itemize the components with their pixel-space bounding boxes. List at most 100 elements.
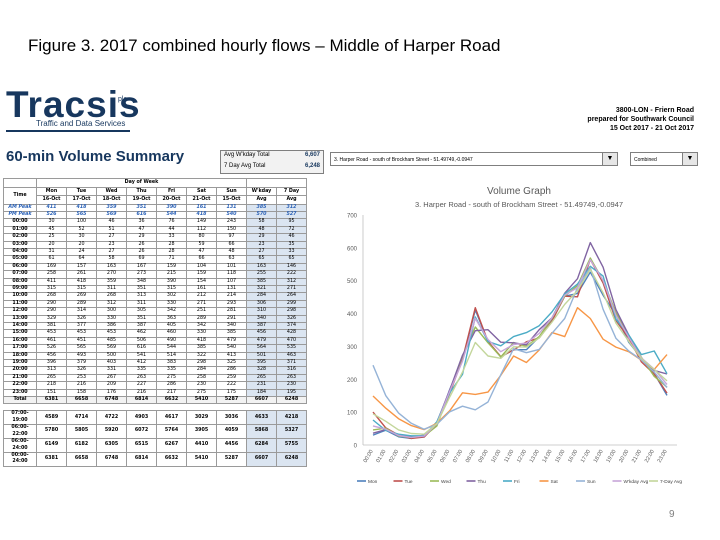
table-day-row: Time Mon Tue Wed Thu Fri Sat Sun W'kday 7 Day xyxy=(3,186,307,205)
period-row-cell: 6814 xyxy=(126,451,157,467)
table-row-cell: 69 xyxy=(126,255,157,264)
table-row-cell: 03:00 xyxy=(3,240,37,249)
column-date-header: 17-Oct xyxy=(66,195,97,205)
table-row: 12:00 290 314 300 305 342 251 281 310 298 xyxy=(3,307,307,316)
peak-row-cell: 359 xyxy=(96,203,127,212)
peak-row-cell: 351 xyxy=(126,203,157,212)
table-row: 05:00 61 64 58 69 71 66 63 65 65 xyxy=(3,255,307,264)
period-row-cell: 6632 xyxy=(156,451,187,467)
table-row-cell: 428 xyxy=(276,329,307,338)
table-row-cell: 544 xyxy=(156,344,187,353)
table-row-cell: 253 xyxy=(66,373,97,383)
table-row-cell: 02:00 xyxy=(3,233,37,242)
chevron-down-icon[interactable]: ▼ xyxy=(682,153,697,165)
total-row-cell: 5287 xyxy=(216,396,247,405)
chart-subtitle: 3. Harper Road - south of Brockham Stree… xyxy=(415,200,623,209)
table-row-cell: 298 xyxy=(186,359,217,368)
table-row-cell: 101 xyxy=(216,262,247,272)
table-row-cell: 335 xyxy=(126,366,157,375)
table-row-cell: 328 xyxy=(246,366,277,375)
table-row-cell: 48 xyxy=(216,247,247,257)
site-select[interactable]: 3. Harper Road - south of Brockham Stree… xyxy=(330,152,618,166)
legend-label: W'kday Avg xyxy=(624,479,649,485)
table-row-cell: 456 xyxy=(246,329,277,338)
table-row-cell: 460 xyxy=(156,329,187,338)
period-row-cell: 07:00-19:00 xyxy=(3,410,37,426)
summary-title: 60-min Volume Summary xyxy=(6,148,185,165)
table-row-cell: 540 xyxy=(216,344,247,353)
table-row: 00:00 30 100 46 36 76 149 243 58 95 xyxy=(3,218,307,227)
table-row-cell: 22:00 xyxy=(3,381,37,390)
table-spacer-cell xyxy=(4,404,307,411)
table-row: 04:00 31 24 27 26 28 47 48 27 33 xyxy=(3,247,307,257)
table-row-cell: 396 xyxy=(36,359,67,368)
y-tick-label: 400 xyxy=(347,312,358,318)
series-line-7-day-avg xyxy=(372,268,668,435)
table-row-cell: 451 xyxy=(66,336,97,346)
table-row-cell: 76 xyxy=(156,218,187,227)
table-row-cell: 514 xyxy=(156,351,187,361)
table-row-cell: 33 xyxy=(276,247,307,257)
week-avg-label: 7 Day Avg Total xyxy=(224,163,266,169)
total-row-cell: 6814 xyxy=(126,396,157,405)
period-row-cell: 06:00-24:00 xyxy=(3,438,37,453)
table-row: 01:00 45 52 51 47 44 112 150 48 72 xyxy=(3,225,307,235)
table-row-cell: 47 xyxy=(126,225,157,235)
legend-label: Thu xyxy=(478,479,487,485)
table-row-cell: 259 xyxy=(216,373,247,383)
period-row-cell: 6658 xyxy=(66,451,97,467)
column-day-header: 7 Day xyxy=(276,186,307,196)
table-row-cell: 36 xyxy=(126,218,157,227)
wkday-avg-value: 6,607 xyxy=(304,152,320,158)
table-row-cell: 72 xyxy=(276,225,307,235)
table-row-cell: 18:00 xyxy=(3,351,37,361)
table-row-cell: 463 xyxy=(276,351,307,361)
period-row-cell: 6267 xyxy=(156,438,187,453)
table-row-cell: 383 xyxy=(156,359,187,368)
table-row: 20:00 313 326 331 335 335 284 286 328 316 xyxy=(3,366,307,375)
chevron-down-icon[interactable]: ▼ xyxy=(602,153,617,165)
y-tick-label: 600 xyxy=(347,246,358,252)
table-row-cell: 01:00 xyxy=(3,225,37,235)
table-row: 03:00 20 20 23 26 28 59 66 23 35 xyxy=(3,240,307,249)
period-row-cell: 6381 xyxy=(36,451,67,467)
table-row-cell: 71 xyxy=(156,255,187,264)
table-row: 02:00 25 30 27 29 33 80 97 29 46 xyxy=(3,233,307,242)
mode-select[interactable]: Combined ▼ xyxy=(630,152,698,166)
day-of-week-header: Day of Week xyxy=(36,178,247,188)
period-row-cell: 5920 xyxy=(96,424,127,440)
table-row-cell: 493 xyxy=(66,351,97,361)
table-row-cell: 351 xyxy=(126,284,157,294)
period-row-cell: 6072 xyxy=(126,424,157,440)
table-row-cell: 25 xyxy=(36,233,67,242)
peak-row-cell: 312 xyxy=(276,203,307,212)
period-row-cell: 3036 xyxy=(216,410,247,426)
table-date-row: 16-Oct 17-Oct 18-Oct 19-Oct 20-Oct 21-Oct 15-O… xyxy=(4,195,307,205)
period-row-cell: 4903 xyxy=(126,410,157,426)
table-row-cell: 330 xyxy=(96,314,127,324)
table-row-cell: 479 xyxy=(246,336,277,346)
peak-row-cell: 570 xyxy=(246,210,277,220)
table-row-cell: 163 xyxy=(96,262,127,272)
page-number: 9 xyxy=(669,509,675,520)
table-row-cell: 290 xyxy=(36,299,67,309)
total-row-cell: Total xyxy=(3,396,37,405)
table-row-cell: 506 xyxy=(126,336,157,346)
table-row-cell: 395 xyxy=(246,359,277,368)
peak-row-cell: 418 xyxy=(186,210,217,220)
table-row: 21:00 265 253 267 263 275 258 259 265 263 xyxy=(3,373,307,383)
table-row-cell: 322 xyxy=(186,351,217,361)
table-row-cell: 151 xyxy=(36,388,67,398)
table-row-cell: 564 xyxy=(246,344,277,353)
table-row: 13:00 329 326 330 351 363 289 291 340 326 xyxy=(3,314,307,324)
table-row-cell: 267 xyxy=(96,373,127,383)
table-row-cell: 48 xyxy=(246,225,277,235)
table-row-cell: 311 xyxy=(126,299,157,309)
table-row-cell: 66 xyxy=(186,255,217,264)
table-row-cell: 58 xyxy=(246,218,277,227)
y-tick-label: 0 xyxy=(354,444,358,450)
y-tick-label: 700 xyxy=(347,214,358,220)
table-row-cell: 212 xyxy=(186,292,217,301)
period-row-cell: 4617 xyxy=(156,410,187,426)
column-date-header: 20-Oct xyxy=(156,195,187,205)
